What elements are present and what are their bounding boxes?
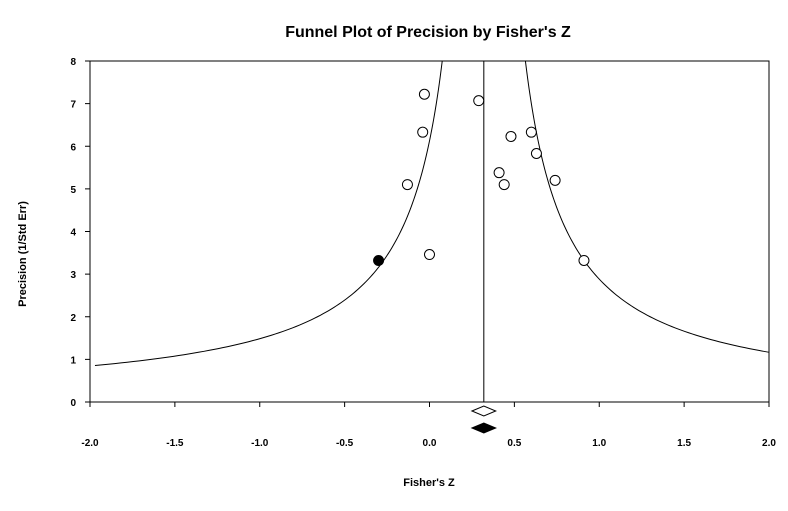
observed-study-point	[578, 254, 590, 266]
y-tick-label: 4	[70, 228, 76, 239]
x-tick-label: 2.0	[762, 438, 776, 449]
x-tick-label: -2.0	[81, 438, 99, 449]
y-tick-label: 7	[70, 100, 76, 111]
x-axis: -2.0 -1.5 -1.0 -0.5 0.0 0.5 1.0 1.5 2.0	[81, 402, 776, 449]
x-tick-label: 1.5	[677, 438, 691, 449]
y-tick-label: 2	[70, 313, 76, 324]
observed-study-point	[549, 174, 561, 186]
chart-title: Funnel Plot of Precision by Fisher's Z	[285, 24, 571, 41]
funnel-right-curve	[524, 60, 769, 353]
adjusted-summary-diamond	[470, 422, 497, 434]
x-axis-label: Fisher's Z	[403, 477, 455, 489]
summary-diamonds	[470, 405, 497, 434]
observed-study-point	[493, 167, 505, 179]
observed-summary-diamond	[470, 405, 497, 417]
observed-study-point	[418, 88, 430, 100]
y-tick-label: 5	[70, 185, 76, 196]
y-axis-label: Precision (1/Std Err)	[17, 201, 29, 307]
observed-study-point	[424, 249, 435, 261]
x-tick-label: 0.0	[423, 438, 437, 449]
x-tick-label: -0.5	[336, 438, 354, 449]
observed-study-point	[530, 147, 542, 159]
x-tick-label: -1.5	[166, 438, 184, 449]
y-tick-label: 1	[70, 355, 76, 366]
imputed-study-point	[373, 254, 385, 266]
x-tick-label: -1.0	[251, 438, 269, 449]
observed-study-point	[473, 95, 485, 107]
y-tick-label: 0	[70, 398, 76, 409]
study-points	[373, 88, 590, 266]
plot-area-frame	[89, 60, 770, 403]
y-axis: 0 1 2 3 4 5 6 7 8	[70, 57, 90, 409]
observed-study-point	[498, 179, 510, 191]
observed-study-point	[525, 126, 537, 138]
funnel-lines	[94, 60, 769, 402]
y-tick-label: 6	[70, 142, 76, 153]
funnel-left-curve	[94, 60, 443, 367]
observed-study-point	[401, 179, 413, 191]
x-tick-label: 0.5	[507, 438, 521, 449]
y-tick-label: 3	[70, 270, 76, 281]
observed-study-point	[505, 130, 517, 142]
y-tick-label: 8	[70, 57, 76, 68]
x-tick-label: 1.0	[592, 438, 606, 449]
observed-study-point	[417, 126, 429, 138]
